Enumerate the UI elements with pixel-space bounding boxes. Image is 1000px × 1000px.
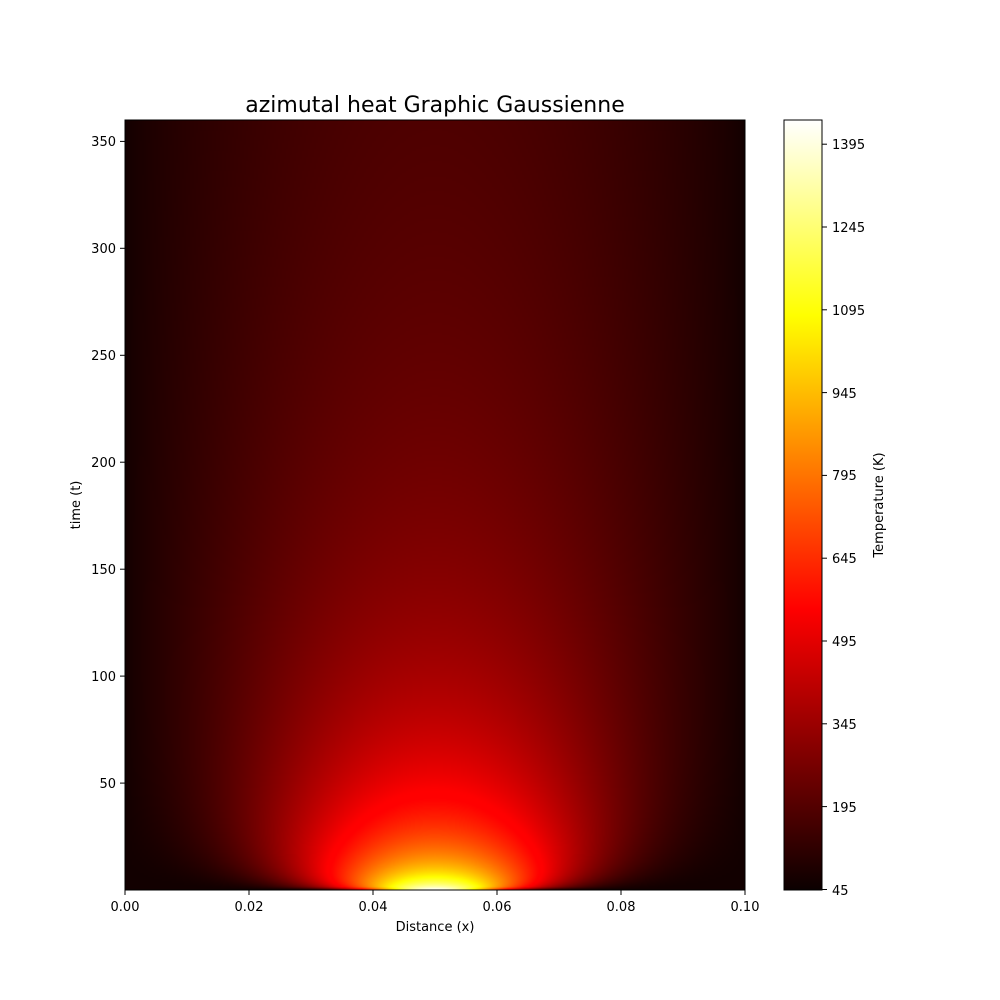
x-tick: 0.10 — [731, 890, 760, 915]
colorbar-tick-label: 345 — [832, 718, 857, 733]
colorbar-tick: 1395 — [822, 138, 865, 153]
colorbar-tick-label: 1395 — [832, 138, 865, 153]
colorbar-tick-label: 495 — [832, 635, 857, 650]
x-tick-label: 0.10 — [731, 900, 760, 915]
y-tick: 350 — [91, 135, 125, 150]
y-tick: 50 — [99, 777, 125, 792]
colorbar-label: Temperature (K) — [872, 452, 887, 558]
heatmap-plot — [124, 119, 746, 891]
y-tick: 150 — [91, 563, 125, 578]
plot-frame — [124, 119, 746, 891]
heatmap-image — [125, 120, 745, 890]
x-tick-label: 0.06 — [483, 900, 512, 915]
colorbar-tick-label: 1095 — [832, 304, 865, 319]
y-tick: 100 — [91, 670, 125, 685]
colorbar-ticks: 45 195 345 495 645 795 945 1095 1245 139… — [822, 138, 865, 899]
chart-title: azimutal heat Graphic Gaussienne — [245, 93, 624, 118]
colorbar-tick: 495 — [822, 635, 857, 650]
colorbar-tick: 45 — [822, 884, 849, 899]
x-tick-label: 0.08 — [607, 900, 636, 915]
colorbar-tick: 945 — [822, 387, 857, 402]
colorbar-tick-label: 945 — [832, 387, 857, 402]
y-tick-label: 150 — [91, 563, 116, 578]
y-axis-label: time (t) — [69, 481, 84, 530]
colorbar-tick-label: 795 — [832, 469, 857, 484]
colorbar: 45 195 345 495 645 795 945 1095 1245 139… — [783, 119, 887, 899]
colorbar-tick: 645 — [822, 552, 857, 567]
y-tick-label: 250 — [91, 349, 116, 364]
colorbar-tick: 195 — [822, 801, 857, 816]
y-tick-label: 300 — [91, 242, 116, 257]
y-tick: 200 — [91, 456, 125, 471]
x-axis: 0.00 0.02 0.04 0.06 0.08 0.10 Distance (… — [111, 890, 760, 935]
x-tick: 0.00 — [111, 890, 140, 915]
y-tick-label: 200 — [91, 456, 116, 471]
colorbar-tick: 345 — [822, 718, 857, 733]
y-tick-label: 50 — [99, 777, 116, 792]
colorbar-tick: 1095 — [822, 304, 865, 319]
colorbar-tick-label: 45 — [832, 884, 849, 899]
x-tick: 0.04 — [359, 890, 388, 915]
x-tick: 0.02 — [235, 890, 264, 915]
colorbar-tick: 795 — [822, 469, 857, 484]
x-tick: 0.06 — [483, 890, 512, 915]
y-tick: 300 — [91, 242, 125, 257]
colorbar-tick-label: 1245 — [832, 221, 865, 236]
colorbar-tick-label: 195 — [832, 801, 857, 816]
colorbar-tick: 1245 — [822, 221, 865, 236]
y-tick: 250 — [91, 349, 125, 364]
x-tick-label: 0.02 — [235, 900, 264, 915]
y-axis: 50 100 150 200 250 300 350 time (t) — [69, 135, 125, 792]
x-tick: 0.08 — [607, 890, 636, 915]
y-tick-label: 100 — [91, 670, 116, 685]
x-tick-label: 0.00 — [111, 900, 140, 915]
colorbar-gradient — [783, 119, 823, 891]
x-tick-label: 0.04 — [359, 900, 388, 915]
colorbar-tick-label: 645 — [832, 552, 857, 567]
y-tick-label: 350 — [91, 135, 116, 150]
x-axis-label: Distance (x) — [396, 920, 475, 935]
